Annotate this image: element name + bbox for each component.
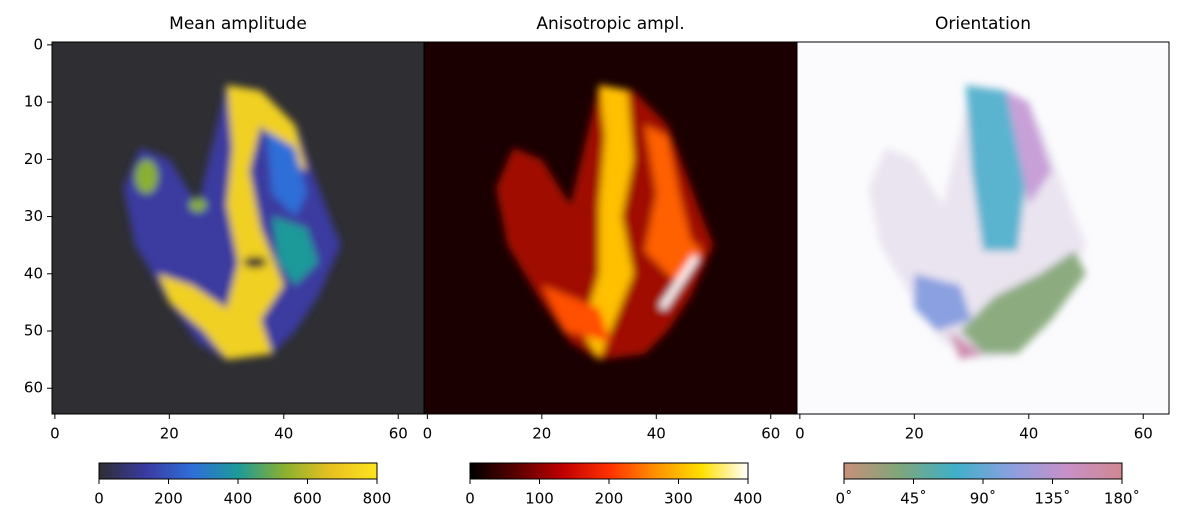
colorbar-tick-label: 800	[363, 490, 392, 508]
colorbar	[98, 462, 378, 480]
panel-title: Anisotropic ampl.	[536, 14, 684, 34]
y-tick-label: 20	[24, 150, 43, 168]
x-tick-label: 60	[761, 425, 780, 443]
x-tick-label: 40	[647, 425, 666, 443]
colorbar-tick-label: 400	[224, 490, 253, 508]
colorbar	[843, 462, 1123, 480]
x-tick-label: 0	[795, 425, 805, 443]
image-anisotropic	[424, 41, 797, 414]
colorbar-tick-label: 180˚	[1104, 490, 1140, 508]
colorbar-tick-label: 300	[664, 490, 693, 508]
x-tick-label: 40	[1019, 425, 1038, 443]
colorbar-tick-label: 45˚	[900, 490, 927, 508]
x-tick-label: 20	[160, 425, 179, 443]
colorbar-tick-label: 400	[734, 490, 763, 508]
x-tick-label: 60	[389, 425, 408, 443]
colorbar-tick-label: 0˚	[835, 490, 852, 508]
y-tick-label: 10	[24, 93, 43, 111]
y-tick-label: 0	[33, 35, 43, 53]
colorbar-tick-label: 200	[595, 490, 624, 508]
colorbar-tick-label: 0	[94, 490, 104, 508]
x-tick-label: 20	[905, 425, 924, 443]
x-tick-label: 0	[50, 425, 60, 443]
y-tick-label: 50	[24, 322, 43, 340]
y-tick-label: 30	[24, 207, 43, 225]
x-tick-label: 20	[532, 425, 551, 443]
image-mean	[51, 41, 424, 414]
colorbar-tick-label: 0	[465, 490, 475, 508]
x-tick-label: 40	[274, 425, 293, 443]
panel-title: Orientation	[935, 14, 1031, 34]
x-tick-label: 60	[1134, 425, 1153, 443]
colorbar-tick-label: 600	[293, 490, 322, 508]
colorbar-tick-label: 200	[154, 490, 183, 508]
colorbar-tick-label: 135˚	[1034, 490, 1070, 508]
panel-title: Mean amplitude	[169, 14, 307, 34]
y-tick-label: 40	[24, 264, 43, 282]
axes-frame	[796, 41, 1170, 415]
image-orientation	[796, 41, 1169, 414]
colorbar-tick-label: 90˚	[970, 490, 997, 508]
colorbar-tick-label: 100	[525, 490, 554, 508]
y-tick-label: 60	[24, 379, 43, 397]
colorbar	[469, 462, 749, 480]
x-tick-label: 0	[423, 425, 433, 443]
